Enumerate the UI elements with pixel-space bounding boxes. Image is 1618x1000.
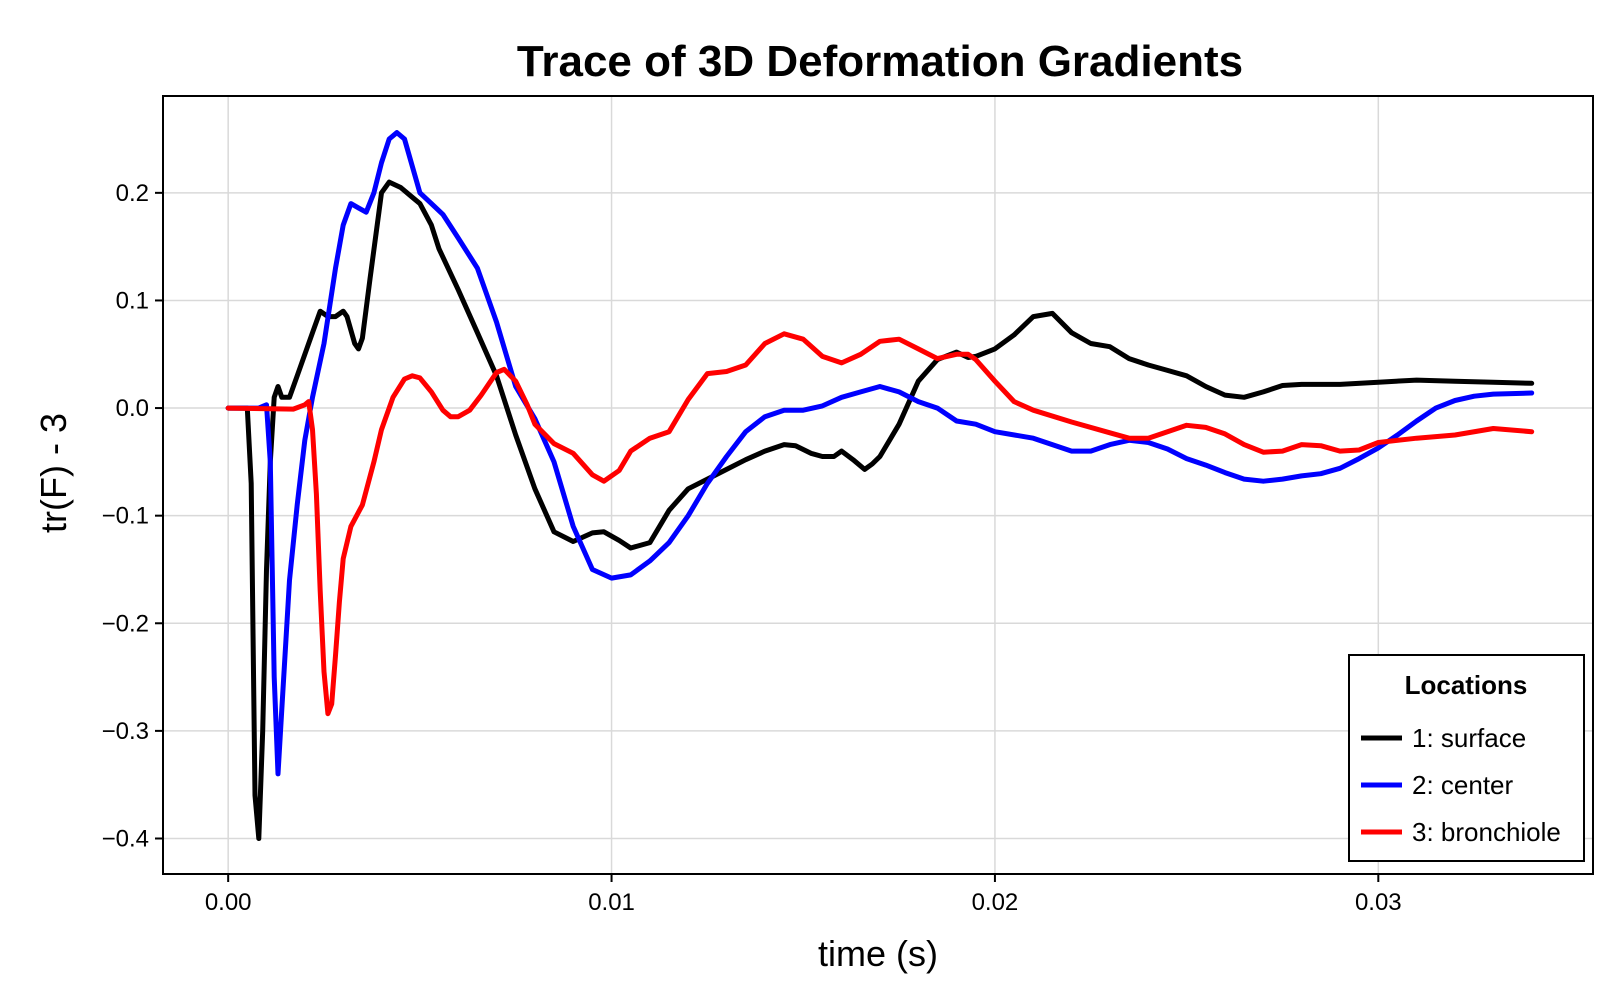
y-tick-label: 0.1 — [116, 287, 149, 314]
series-line-1 — [225, 179, 1535, 841]
y-axis-label: tr(F) - 3 — [33, 413, 74, 533]
x-tick-label: 0.01 — [588, 889, 635, 916]
plot-series — [225, 130, 1535, 841]
y-tick-label: −0.1 — [102, 503, 149, 530]
legend: Locations 1: surface 2: center 3: bronchio… — [1348, 654, 1585, 862]
y-tick-label: 0.2 — [116, 180, 149, 207]
x-tick-label: 0.00 — [205, 889, 252, 916]
grid-lines — [163, 96, 1593, 874]
y-tick-label: −0.2 — [102, 610, 149, 637]
y-tick-label: 0.0 — [116, 395, 149, 422]
chart-title: Trace of 3D Deformation Gradients — [517, 37, 1243, 86]
series-line-3 — [225, 331, 1535, 717]
x-tick-label: 0.03 — [1355, 889, 1402, 916]
plot-frame — [162, 95, 1594, 875]
legend-label-1: 1: surface — [1412, 723, 1526, 753]
series-line-2 — [225, 130, 1535, 777]
legend-label-2: 2: center — [1412, 770, 1514, 800]
legend-box — [1348, 654, 1585, 862]
legend-label-3: 3: bronchiole — [1412, 817, 1561, 847]
x-axis-label: time (s) — [818, 933, 938, 974]
y-tick-label: −0.4 — [102, 825, 149, 852]
legend-title: Locations — [1405, 670, 1528, 700]
x-tick-label: 0.02 — [972, 889, 1019, 916]
y-tick-label: −0.3 — [102, 718, 149, 745]
axis-ticks: 0.00 0.01 0.02 0.03 −0.4 −0.3 −0.2 −0.1 0.0 0.1 0.… — [102, 180, 1402, 916]
